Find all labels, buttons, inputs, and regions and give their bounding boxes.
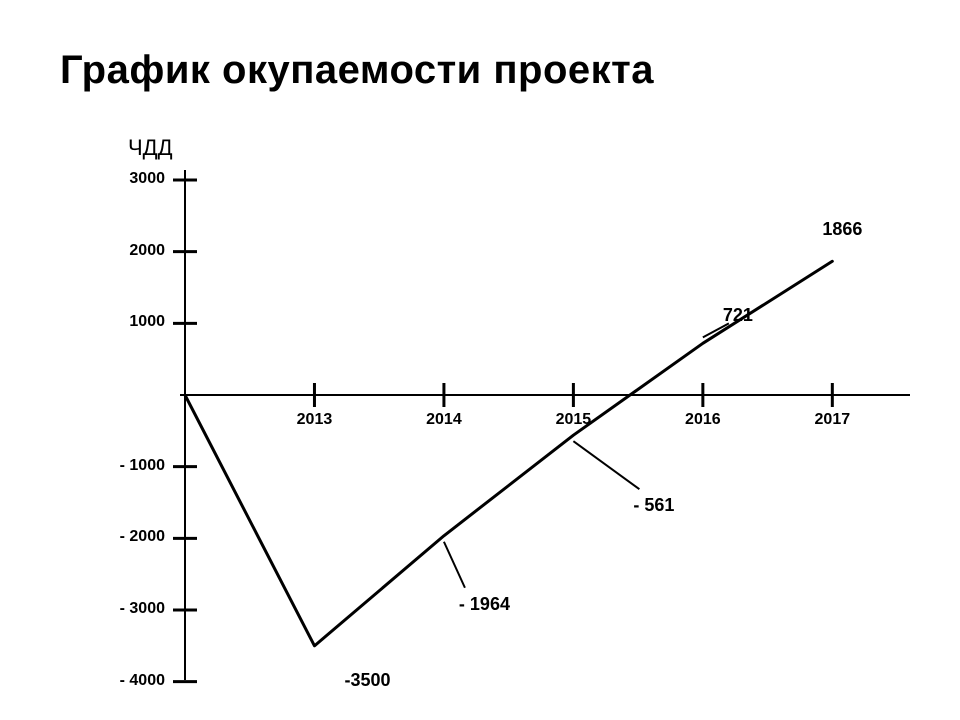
y-tick-label: 1000 <box>85 313 165 331</box>
y-tick-label: 2000 <box>85 242 165 260</box>
data-point-label: 1866 <box>822 219 862 240</box>
data-point-label: - 1964 <box>459 594 510 615</box>
data-point-label: - 561 <box>633 495 674 516</box>
x-tick-label: 2015 <box>556 411 592 429</box>
data-point-label: 721 <box>723 305 753 326</box>
y-tick-label: 3000 <box>85 170 165 188</box>
x-tick-label: 2013 <box>297 411 333 429</box>
x-tick-label: 2014 <box>426 411 462 429</box>
y-tick-label: - 4000 <box>85 672 165 690</box>
page: График окупаемости проекта ЧДД - 4000- 3… <box>0 0 960 720</box>
y-tick-label: - 3000 <box>85 600 165 618</box>
y-tick-label: - 1000 <box>85 457 165 475</box>
y-tick-label: - 2000 <box>85 528 165 546</box>
x-tick-label: 2017 <box>815 411 851 429</box>
data-point-label: -3500 <box>344 670 390 691</box>
x-tick-label: 2016 <box>685 411 721 429</box>
chart: - 4000 - 3000 - 2000 - 1000 1000 2000 3000 2013… <box>0 0 960 720</box>
